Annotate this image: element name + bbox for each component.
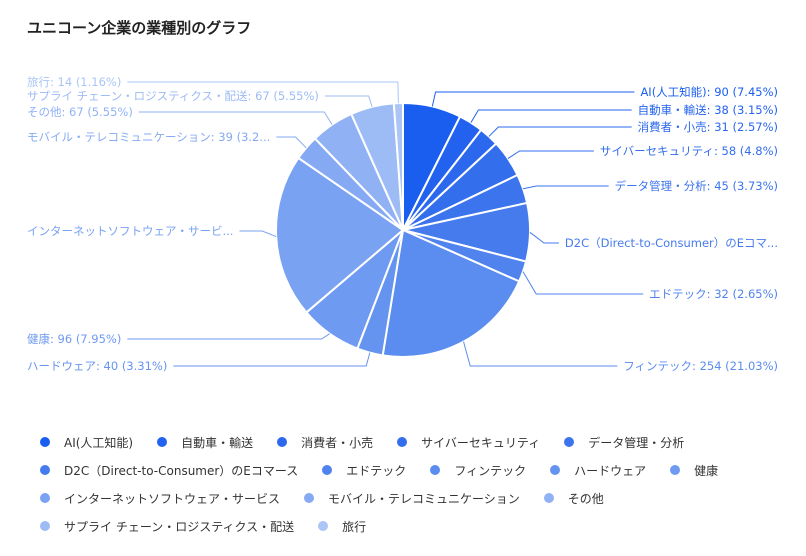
slice-label: ハードウェア: 40 (3.31%) — [27, 359, 167, 373]
legend-item[interactable]: サプライ チェーン・ロジスティクス・配送 — [40, 518, 294, 535]
slice-label: D2C（Direct-to-Consumer）のEコマ... — [565, 236, 778, 250]
leader-line — [127, 81, 399, 104]
legend-label: 旅行 — [342, 519, 367, 534]
legend-label: その他 — [567, 491, 604, 506]
pie-slice[interactable] — [275, 156, 405, 314]
legend-row: AI(人工知能) 自動車・輸送 消費者・小売 サイバーセキュリティ データ管理・分析 — [40, 428, 800, 456]
legend-row: サプライ チェーン・ロジスティクス・配送 旅行 — [40, 512, 800, 540]
leader-line — [431, 91, 635, 107]
leader-line — [127, 333, 330, 340]
legend-label: フィンテック — [454, 463, 527, 478]
legend-item[interactable]: 旅行 — [318, 518, 366, 535]
slice-label: 健康: 96 (7.95%) — [27, 332, 121, 346]
legend-item[interactable]: 自動車・輸送 — [157, 434, 253, 451]
legend-row: D2C（Direct-to-Consumer）のEコマース エドテック フィンテック… — [40, 456, 800, 484]
slice-label: フィンテック: 254 (21.03%) — [623, 359, 778, 373]
legend-dot-icon — [277, 437, 288, 447]
legend-item[interactable]: 健康 — [670, 462, 718, 479]
leader-line — [529, 231, 559, 244]
legend-item[interactable]: エドテック — [322, 462, 406, 479]
leader-line — [239, 230, 277, 238]
legend-label: サイバーセキュリティ — [421, 435, 541, 450]
legend-item[interactable]: サイバーセキュリティ — [397, 434, 540, 451]
pie-chart: AI(人工知能): 90 (7.45%) 自動車・輸送: 38 (3.15%) 消費… — [27, 75, 778, 373]
slice-label: 消費者・小売: 31 (2.57%) — [638, 120, 778, 134]
legend-label: モバイル・テレコミュニケーション — [328, 491, 520, 506]
leader-line — [276, 136, 307, 149]
legend-row: インターネットソフトウェア・サービス モバイル・テレコミュニケーション その他 — [40, 484, 800, 512]
legend-dot-icon — [550, 465, 561, 475]
legend-item[interactable]: その他 — [543, 490, 604, 507]
legend-dot-icon — [397, 437, 408, 447]
slice-label: サプライ チェーン・ロジスティクス・配送: 67 (5.55%) — [27, 89, 319, 103]
legend-dot-icon — [40, 521, 50, 531]
legend-dot-icon — [543, 493, 554, 503]
legend-label: データ管理・分析 — [588, 435, 685, 450]
leader-line — [324, 95, 373, 107]
legend-item[interactable]: D2C（Direct-to-Consumer）のEコマース — [40, 462, 298, 479]
legend-label: 消費者・小売 — [301, 435, 374, 450]
legend-item[interactable]: 消費者・小売 — [277, 434, 373, 451]
legend-item[interactable]: データ管理・分析 — [564, 434, 684, 451]
leader-line — [522, 271, 644, 295]
legend-label: ハードウェア — [574, 463, 647, 478]
slice-label: その他: 67 (5.55%) — [27, 105, 133, 119]
leader-line — [507, 150, 594, 159]
leader-line — [463, 341, 618, 367]
leader-line — [138, 111, 333, 125]
leader-line — [470, 109, 632, 123]
legend-item[interactable]: モバイル・テレコミュニケーション — [304, 490, 520, 507]
legend-item[interactable]: AI(人工知能) — [40, 434, 133, 451]
slice-label: インターネットソフトウェア・サービ... — [27, 224, 233, 238]
legend-label: 自動車・輸送 — [181, 435, 254, 450]
legend-label: AI(人工知能) — [64, 435, 134, 450]
slice-label: AI(人工知能): 90 (7.45%) — [640, 85, 778, 99]
slice-label: 旅行: 14 (1.16%) — [27, 75, 121, 89]
slice-label: エドテック: 32 (2.65%) — [649, 287, 778, 301]
legend: AI(人工知能) 自動車・輸送 消費者・小売 サイバーセキュリティ データ管理・分析 D2… — [40, 428, 800, 540]
slice-label: 自動車・輸送: 38 (3.15%) — [638, 103, 778, 117]
legend-item[interactable]: インターネットソフトウェア・サービス — [40, 490, 280, 507]
slice-label: データ管理・分析: 45 (3.73%) — [615, 179, 778, 193]
legend-label: インターネットソフトウェア・サービス — [64, 491, 281, 506]
legend-dot-icon — [318, 521, 329, 531]
legend-dot-icon — [670, 465, 681, 475]
chart-title: ユニコーン企業の業種別のグラフ — [27, 19, 252, 37]
leader-line — [522, 185, 609, 190]
legend-dot-icon — [322, 465, 333, 475]
legend-label: サプライ チェーン・ロジスティクス・配送 — [64, 519, 295, 534]
legend-dot-icon — [157, 437, 168, 447]
legend-dot-icon — [40, 437, 50, 447]
legend-dot-icon — [304, 493, 315, 503]
legend-item[interactable]: フィンテック — [430, 462, 526, 479]
legend-dot-icon — [430, 465, 441, 475]
legend-dot-icon — [40, 465, 50, 475]
leader-line — [173, 352, 371, 367]
legend-dot-icon — [40, 493, 50, 503]
slice-label: モバイル・テレコミュニケーション: 39 (3.2... — [27, 130, 270, 144]
legend-label: 健康 — [694, 463, 719, 478]
leader-line — [488, 126, 632, 137]
legend-label: エドテック — [346, 463, 407, 478]
legend-dot-icon — [564, 437, 575, 447]
legend-label: D2C（Direct-to-Consumer）のEコマース — [64, 463, 299, 478]
legend-item[interactable]: ハードウェア — [550, 462, 646, 479]
slice-label: サイバーセキュリティ: 58 (4.8%) — [600, 144, 778, 158]
